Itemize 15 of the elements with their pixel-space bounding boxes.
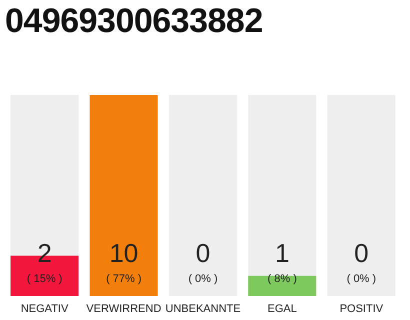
annotation: ( 0% ) (188, 273, 218, 285)
x-tick-label: VERWIRREND (86, 302, 162, 315)
data-label: 1 (274, 238, 290, 268)
data-label: 0 (354, 238, 369, 268)
annotation: ( 15% ) (26, 273, 62, 285)
x-tick-label: UNBEKANNTE (165, 302, 241, 315)
annotation: ( 8% ) (268, 273, 297, 285)
x-tick-label: NEGATIV (20, 302, 69, 315)
annotation: ( 0% ) (346, 273, 376, 285)
x-tick-label: EGAL (268, 302, 297, 315)
chart-title: 04969300633882 (5, 2, 263, 41)
data-label: 10 (109, 238, 138, 268)
x-tick-label: POSITIV (340, 302, 384, 315)
data-label: 0 (196, 238, 210, 268)
annotation: ( 77% ) (106, 273, 142, 285)
